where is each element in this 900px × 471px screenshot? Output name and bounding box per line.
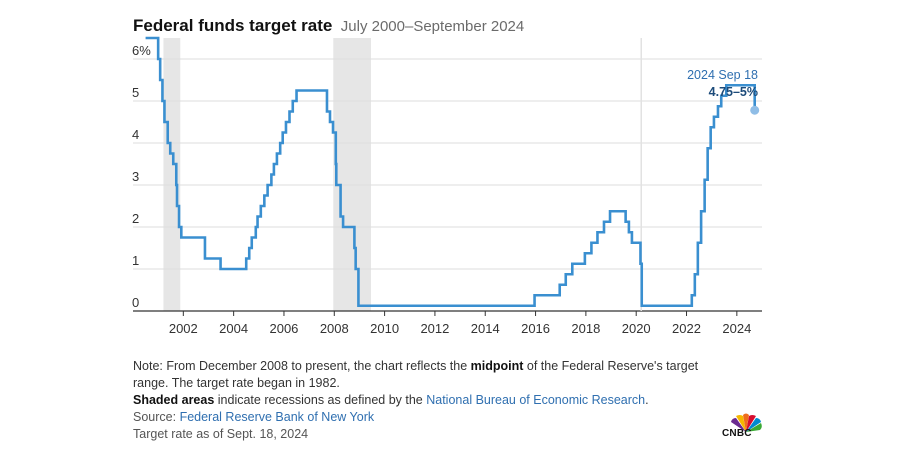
x-tick-label: 2002 (169, 321, 198, 336)
source-link[interactable]: Federal Reserve Bank of New York (179, 410, 375, 424)
y-tick-label: 0 (132, 295, 139, 310)
note-line: Note: From December 2008 to present, the… (133, 358, 733, 392)
annotation-value: 4.75–5% (709, 85, 758, 99)
note-text-post: of the Federal Reserve's target range. T… (133, 359, 699, 390)
source-label: Source: (133, 410, 180, 424)
x-tick-label: 2020 (622, 321, 651, 336)
rate-line (145, 36, 757, 308)
x-tick-label: 2024 (722, 321, 751, 336)
x-tick-label: 2016 (521, 321, 550, 336)
end-point-marker (750, 105, 760, 115)
note-bold-shaded: Shaded areas (133, 393, 215, 407)
y-tick-label: 5 (132, 85, 139, 100)
recession-note-text: indicate recessions as defined by the (214, 393, 427, 407)
x-tick-label: 2004 (219, 321, 248, 336)
recession-band (163, 38, 181, 311)
x-axis: 2002 2004 2006 2008 2010 2012 2014 2016 2018 2020… (169, 311, 751, 336)
y-tick-label: 6% (132, 43, 151, 58)
chart-header: Federal funds target rate July 2000–Sept… (133, 16, 524, 36)
y-tick-label: 2 (132, 211, 139, 226)
x-tick-label: 2010 (370, 321, 399, 336)
series-layer (145, 36, 757, 308)
note-bold-midpoint: midpoint (470, 359, 524, 373)
source-line: Source: Federal Reserve Bank of New York (133, 409, 733, 426)
x-tick-label: 2014 (471, 321, 500, 336)
nber-link[interactable]: National Bureau of Economic Research (426, 393, 646, 407)
asof-line: Target rate as of Sept. 18, 2024 (133, 427, 309, 441)
cnbc-logo-text: CNBC (722, 428, 752, 439)
x-tick-label: 2008 (320, 321, 349, 336)
recession-note-line: Shaded areas indicate recessions as defi… (133, 392, 733, 409)
recession-note-end: . (645, 393, 649, 407)
recession-band (333, 38, 372, 311)
chart-notes: Note: From December 2008 to present, the… (133, 358, 733, 443)
y-tick-label: 1 (132, 253, 139, 268)
x-tick-label: 2006 (269, 321, 298, 336)
annotation-layer: 2024 Sep 18 4.75–5% (687, 68, 760, 115)
cnbc-peacock-icon (731, 413, 762, 432)
recession-bands (163, 38, 372, 311)
x-tick-label: 2022 (672, 321, 701, 336)
y-tick-label: 4 (132, 127, 139, 142)
chart-subtitle: July 2000–September 2024 (340, 18, 525, 35)
chart-title: Federal funds target rate (133, 16, 333, 35)
annotation-date: 2024 Sep 18 (687, 68, 758, 82)
y-axis: 0 1 2 3 4 5 6% (132, 43, 151, 310)
y-tick-label: 3 (132, 169, 139, 184)
x-tick-label: 2018 (571, 321, 600, 336)
note-text-pre: Note: From December 2008 to present, the… (133, 359, 471, 373)
x-tick-label: 2012 (420, 321, 449, 336)
rate-chart: 0 1 2 3 4 5 6% 2002 2004 2006 2008 2010 2012 2014 201… (132, 36, 762, 336)
